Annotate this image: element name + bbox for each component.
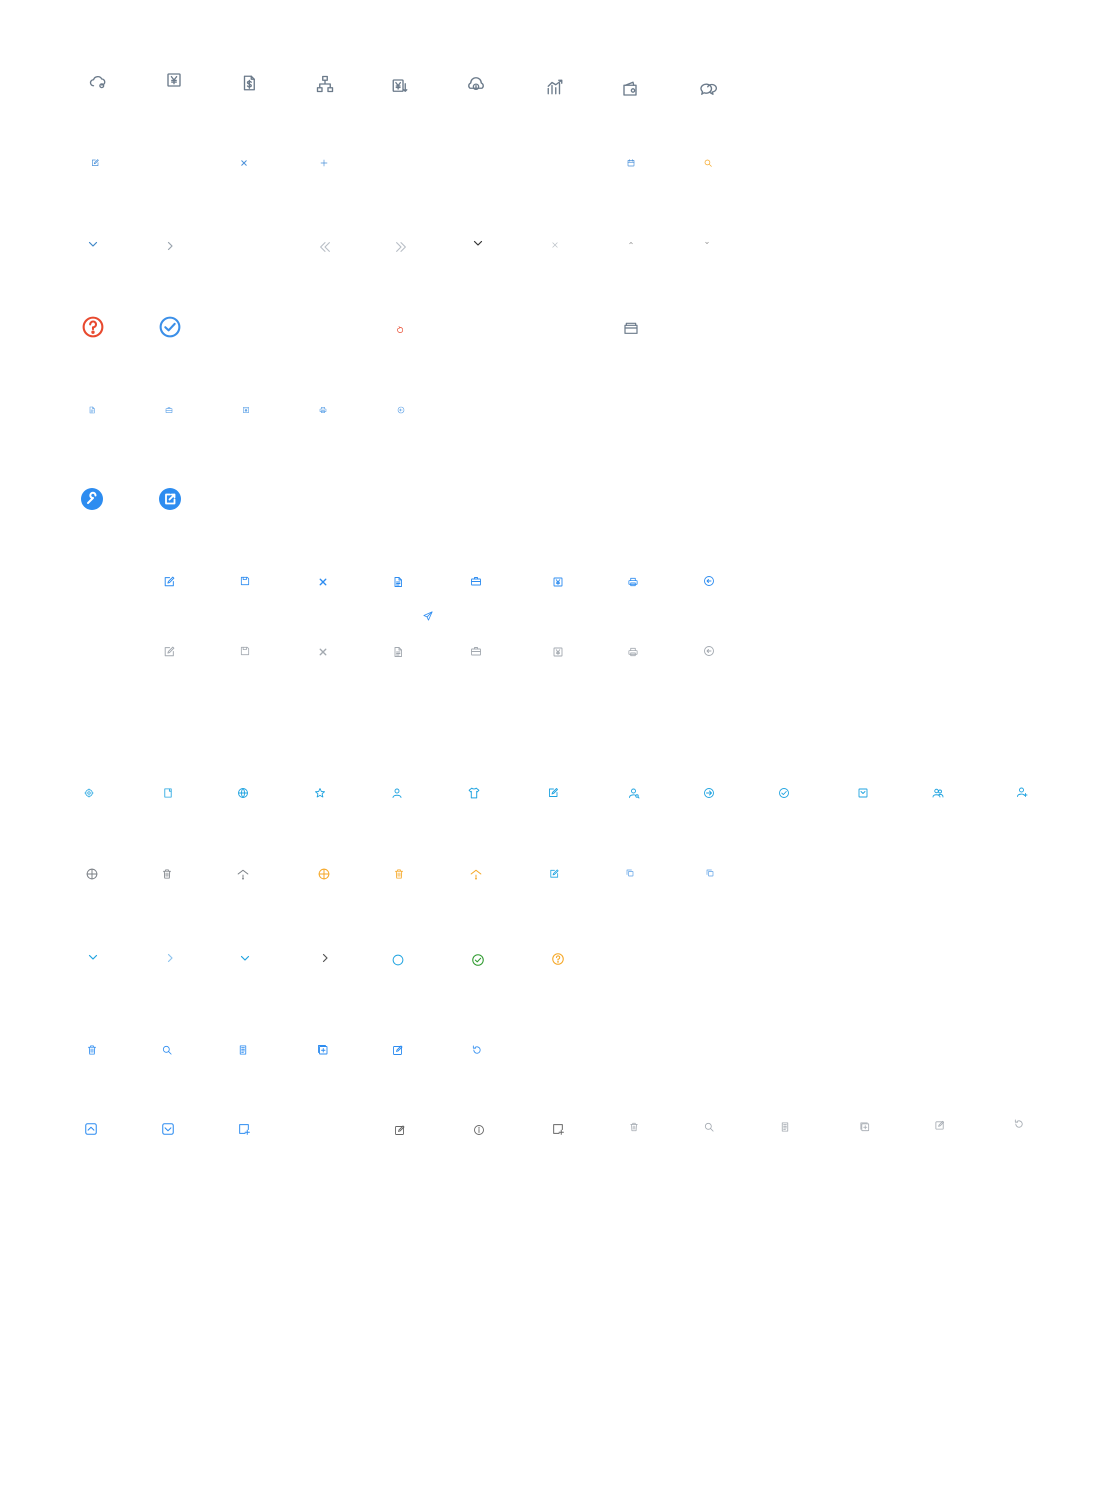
refresh-small-icon [396,326,405,335]
printer-grey-icon [628,647,639,658]
refresh-light-icon [1014,1119,1025,1130]
document-grey-icon [392,646,404,658]
send-blue-icon [423,611,434,622]
chevron-down-dark-icon [472,237,484,249]
close-blue-icon [318,577,329,588]
chevron-right-grey-icon [319,952,331,964]
edit-cyan-small-icon [549,869,560,880]
signal-grey-icon [237,868,250,881]
chevron-down-cyan-icon [87,951,99,963]
expand-down-box-icon [161,1122,175,1136]
trash-grey-icon [162,869,173,880]
add-box-light-icon [860,1122,871,1133]
user-cyan-icon [391,787,403,799]
trash-blue-icon [87,1045,98,1056]
double-chevron-left-icon [318,240,333,255]
briefcase-mini-icon [165,406,173,414]
plus-small-icon [320,159,329,168]
edit-cyan-icon [547,787,559,799]
search-blue-icon [162,1045,173,1056]
double-chevron-right-icon [394,240,409,255]
add-box-blue-icon [317,1044,329,1056]
edit-box-dark-icon [394,1124,406,1136]
refresh-blue-icon [472,1045,483,1056]
close-small-icon [240,159,249,168]
note-cyan-icon [163,788,174,799]
crosshair-grey-icon [86,868,99,881]
yuan-blue-icon [552,576,564,588]
globe-cyan-icon [237,787,249,799]
arrow-circle-cyan-icon [703,787,715,799]
close-grey-icon [318,647,329,658]
signal-orange-icon [470,868,483,881]
edit-small-icon [91,159,100,168]
trash-orange-icon [394,869,405,880]
list-doc-light-icon [780,1122,791,1133]
list-doc-blue-icon [238,1045,249,1056]
yuan-box-icon [165,71,183,89]
growth-chart-icon [546,78,564,96]
cloud-gear-icon [89,73,107,91]
add-note-blue-icon [238,1123,251,1136]
circle-outline-cyan-icon [392,954,405,967]
copy-light-icon [626,869,635,878]
wallet-icon [621,80,639,98]
shirt-cyan-icon [468,787,481,800]
briefcase-grey-icon [470,645,482,657]
collapse-up-box-icon [84,1122,98,1136]
document-mini-icon [88,406,96,414]
trash-light-icon [629,1122,639,1132]
document-blue-icon [392,576,404,588]
check-circle-icon [158,315,183,340]
briefcase-blue-icon [470,575,482,587]
printer-blue-icon [628,577,639,588]
org-tree-icon [316,75,334,93]
printer-mini-icon [319,406,327,414]
undo-mini-icon [397,406,405,414]
save-grey-icon [240,646,251,657]
info-circle-dark-icon [473,1124,485,1136]
tray-cyan-icon [857,787,869,799]
check-circle-green-icon [471,953,485,967]
question-circle-orange-icon [551,952,565,966]
chevron-down-cyan-2-icon [239,952,251,964]
gear-cyan-icon [84,788,94,798]
edit-box-light-icon [935,1120,946,1131]
edit-blue-icon [163,576,176,589]
check-circle-cyan-icon [778,787,790,799]
user-add-cyan-icon [1016,786,1028,798]
user-search-cyan-icon [628,787,640,799]
copy-light-2-icon [706,869,715,878]
share-button-icon [158,487,182,511]
chevron-down-icon [87,238,99,250]
search-light-icon [704,1122,715,1133]
yuan-mini-icon [242,406,250,414]
cloud-coin-icon [467,77,485,95]
star-cyan-icon [314,787,326,799]
caret-up-icon [628,240,635,247]
save-blue-icon [240,576,251,587]
dollar-doc-icon [240,74,258,92]
users-cyan-icon [932,787,944,799]
speech-bubbles-icon [698,80,718,98]
close-thin-icon [551,241,560,250]
chevron-right-icon [164,240,176,252]
yuan-grey-icon [552,646,564,658]
undo-grey-icon [703,645,715,657]
search-small-icon [704,159,713,168]
calendar-small-icon [627,159,636,168]
folder-box-icon [623,320,639,336]
edit-grey-icon [163,646,176,659]
edit-box-blue-icon [392,1044,404,1056]
undo-blue-icon [703,575,715,587]
question-circle-icon [81,315,106,340]
yuan-down-icon [391,77,409,95]
crosshair-orange-icon [318,868,331,881]
add-note-dark-icon [552,1123,565,1136]
chevron-right-light-icon [164,952,176,964]
caret-down-icon [704,240,711,247]
wrench-button-icon [80,487,104,511]
